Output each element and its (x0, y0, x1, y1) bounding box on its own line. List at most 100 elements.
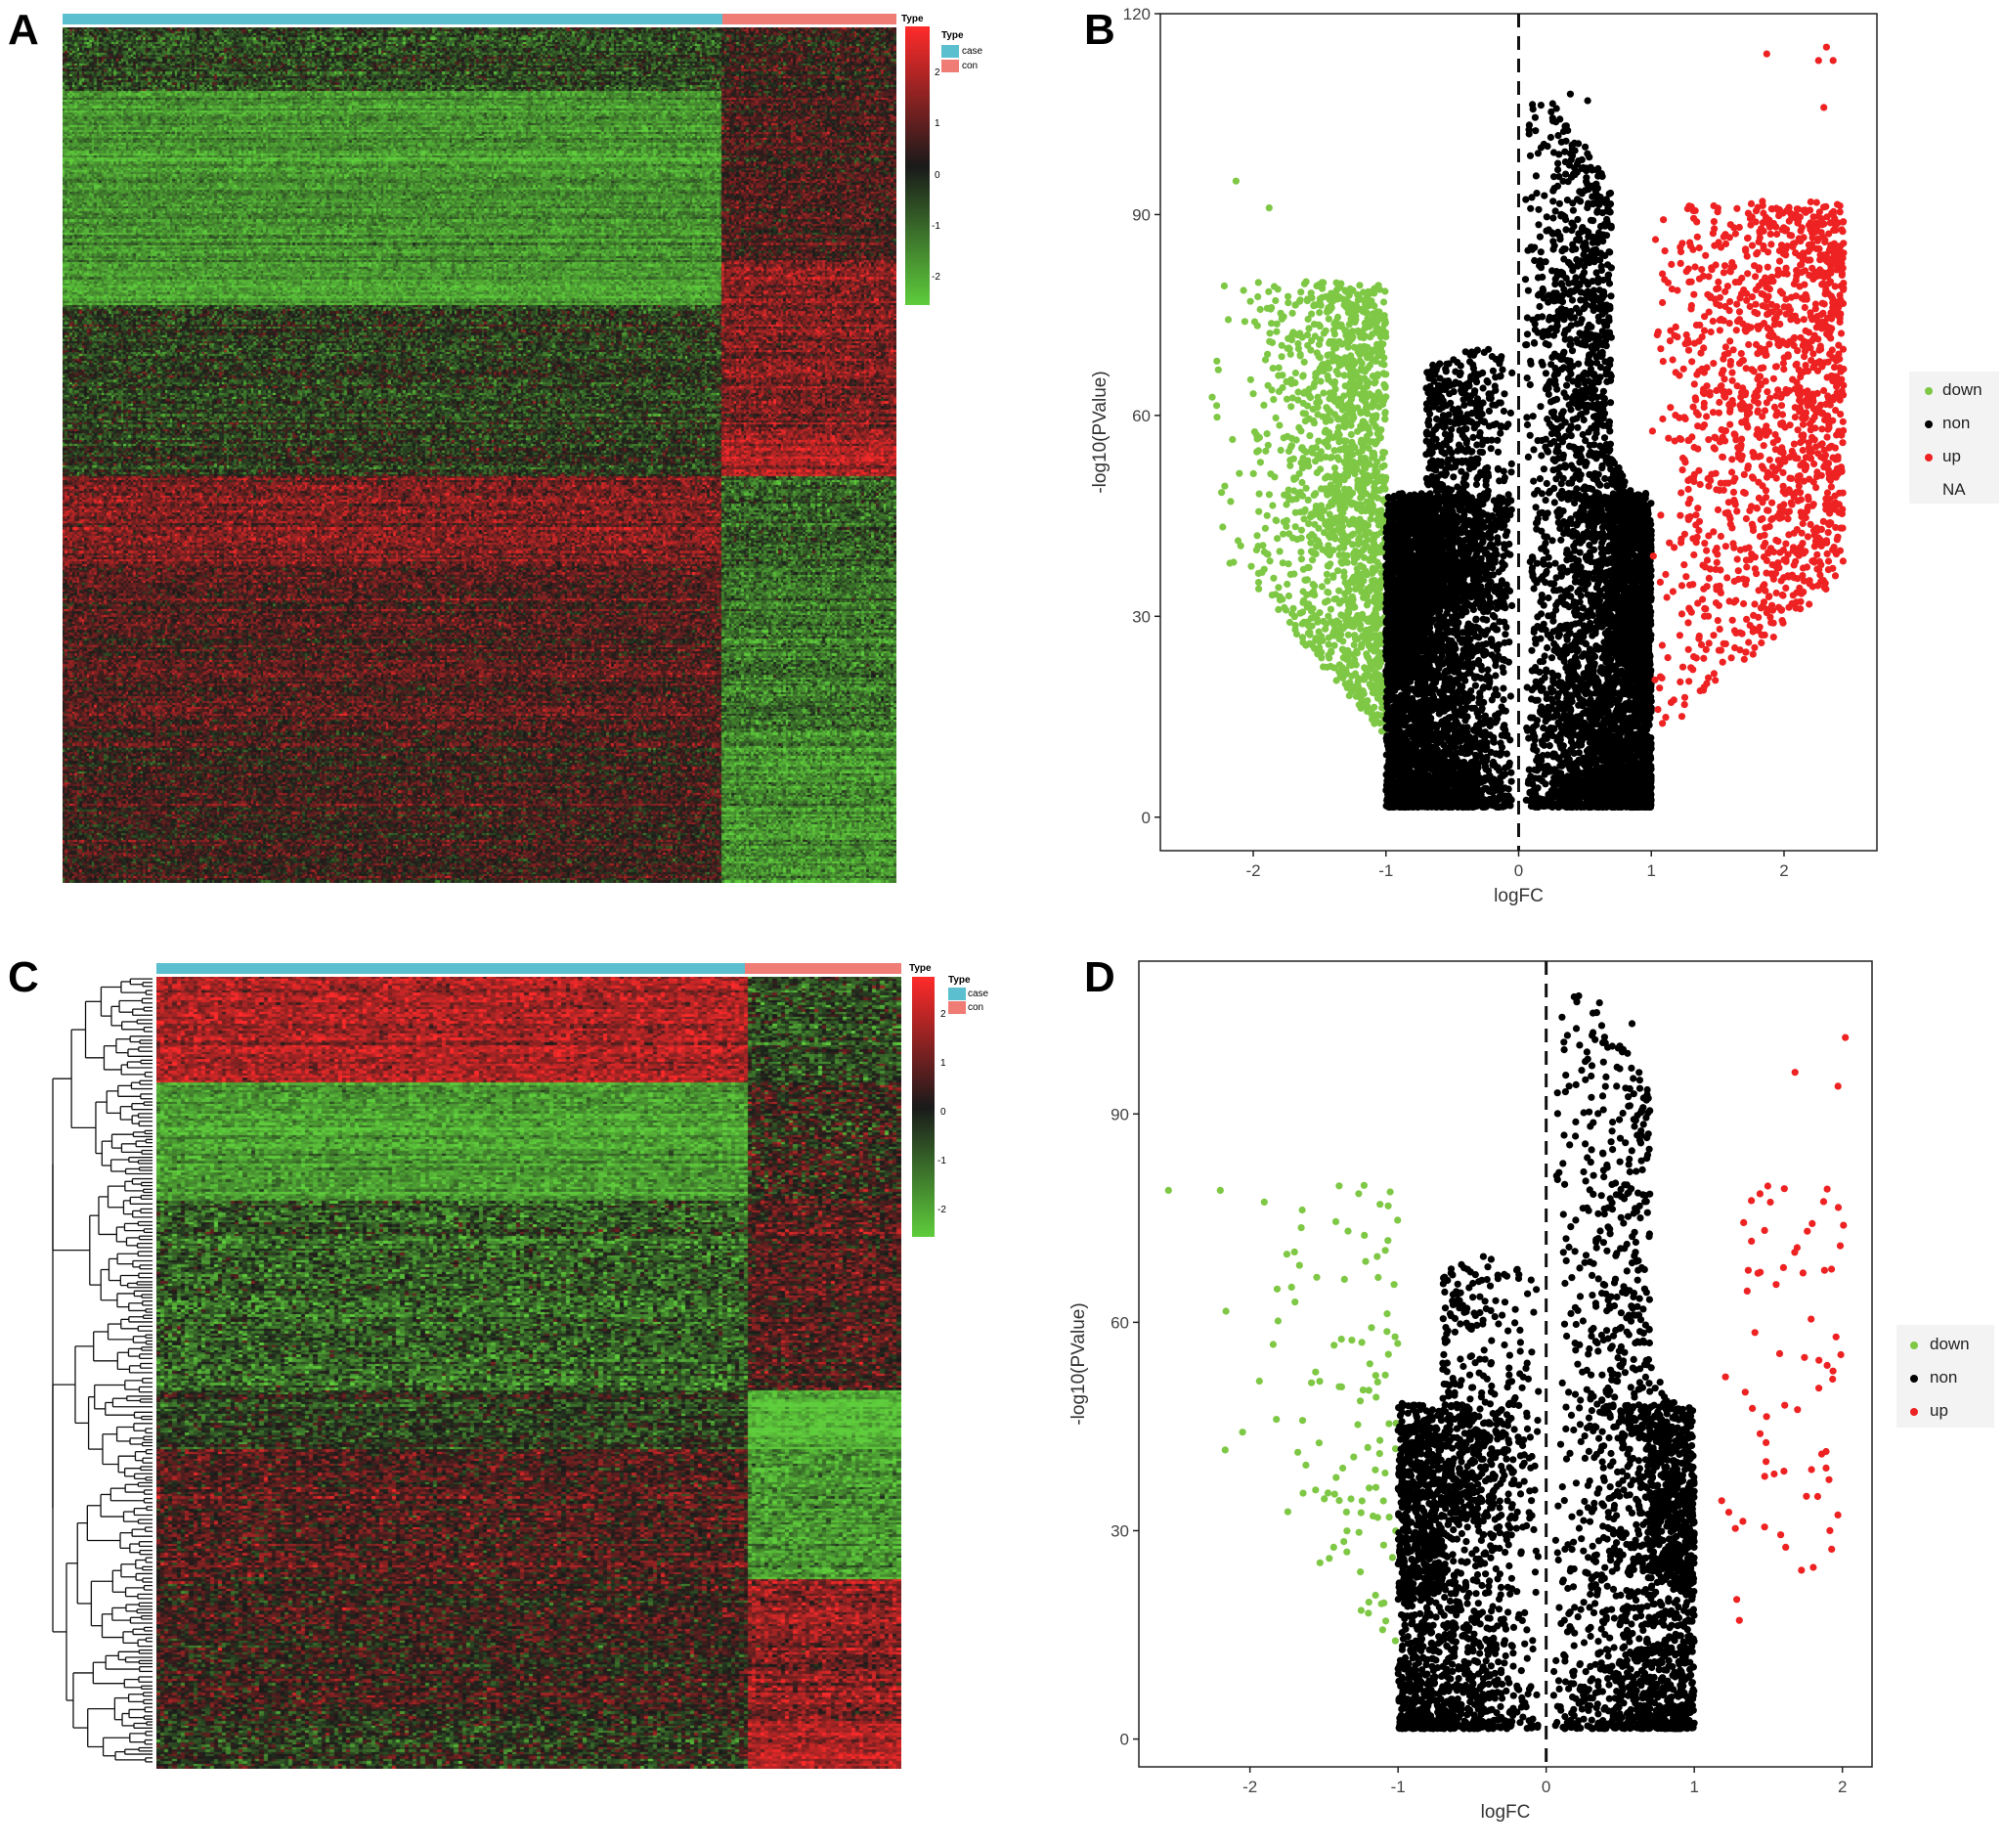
point-down (1291, 621, 1299, 630)
point-down (1355, 692, 1363, 700)
point-non (1589, 632, 1596, 639)
point-down (1360, 296, 1368, 304)
point-non (1507, 460, 1515, 467)
point-down (1314, 618, 1322, 626)
point-down (1315, 340, 1324, 348)
point-down (1315, 524, 1323, 532)
point-down (1329, 326, 1337, 334)
point-down (1358, 582, 1366, 590)
point-down (1285, 299, 1292, 307)
point-down (1369, 403, 1376, 411)
point-down (1324, 588, 1331, 596)
point-down (1343, 611, 1351, 619)
point-down (1229, 435, 1237, 444)
point-down (1351, 318, 1359, 326)
point-non (1590, 217, 1597, 225)
point-down (1297, 288, 1305, 296)
point-down (1346, 650, 1354, 659)
point-down (1364, 410, 1372, 418)
point-down (1320, 389, 1328, 397)
point-down (1348, 407, 1357, 416)
point-down (1304, 496, 1312, 504)
point-down (1280, 434, 1287, 442)
point-down (1327, 529, 1335, 537)
point-non (1526, 380, 1534, 389)
point-down (1291, 523, 1299, 531)
point-down (1335, 587, 1343, 594)
point-down (1326, 395, 1333, 403)
point-down (1304, 315, 1312, 324)
point-down (1343, 297, 1351, 305)
point-down (1306, 639, 1314, 647)
point-down (1312, 370, 1320, 377)
point-down (1306, 631, 1314, 638)
point-non (1550, 350, 1558, 358)
point-down (1298, 444, 1306, 452)
point-down (1317, 465, 1325, 473)
point-down (1230, 558, 1238, 566)
point-non (1563, 381, 1571, 389)
point-down (1344, 682, 1352, 689)
point-down (1344, 631, 1352, 638)
point-down (1281, 491, 1288, 499)
point-down (1254, 579, 1263, 587)
point-non (1545, 390, 1552, 398)
type-legend-title: Type (941, 30, 964, 41)
panel-b: B -2 -1 0 1 2 0 30 60 90 120 logFC -log10(PValue) d… (1002, 0, 2004, 924)
point-down (1319, 546, 1327, 553)
point-down (1310, 302, 1318, 310)
heatmap-a-legend: Type 2 1 0 -1 -2 Type case con (901, 14, 999, 307)
point-down (1264, 441, 1272, 449)
point-down (1305, 325, 1313, 332)
point-down (1331, 625, 1339, 633)
point-down (1274, 286, 1282, 293)
point-down (1289, 534, 1297, 542)
point-down (1268, 592, 1276, 599)
point-non (1549, 238, 1557, 245)
point-down (1330, 464, 1339, 472)
point-non (1523, 414, 1531, 421)
point-down (1342, 437, 1350, 445)
point-down (1330, 595, 1338, 603)
point-down (1326, 339, 1333, 347)
point-down (1214, 366, 1222, 374)
point-down (1359, 476, 1367, 484)
point-down (1300, 515, 1308, 523)
point-down (1325, 651, 1332, 659)
point-down (1376, 585, 1384, 593)
point-down (1381, 287, 1389, 295)
point-down (1327, 550, 1334, 557)
point-down (1362, 531, 1370, 539)
point-down (1381, 382, 1389, 390)
type-label-con: con (962, 61, 979, 71)
point-down (1345, 464, 1353, 472)
point-down (1365, 641, 1372, 650)
point-down (1308, 294, 1316, 302)
point-down (1262, 447, 1270, 455)
point-down (1315, 628, 1323, 636)
point-down (1372, 610, 1380, 618)
point-down (1335, 456, 1343, 463)
point-down (1379, 298, 1388, 306)
point-down (1322, 520, 1329, 528)
point-non (1532, 696, 1540, 704)
point-down (1327, 481, 1334, 489)
point-down (1297, 555, 1305, 563)
point-down (1366, 288, 1373, 296)
point-down (1287, 336, 1296, 344)
point-non (1500, 684, 1507, 692)
point-down (1346, 622, 1355, 630)
point-down (1314, 411, 1322, 418)
point-down (1333, 483, 1341, 491)
point-down (1344, 472, 1352, 480)
point-down (1240, 286, 1247, 294)
point-down (1372, 599, 1380, 607)
point-down (1372, 308, 1380, 316)
type-label-case: case (962, 46, 983, 57)
point-down (1324, 491, 1331, 499)
point-down (1315, 452, 1323, 460)
point-down (1347, 352, 1355, 360)
point-down (1265, 287, 1273, 295)
point-down (1340, 372, 1348, 379)
point-down (1380, 354, 1388, 362)
